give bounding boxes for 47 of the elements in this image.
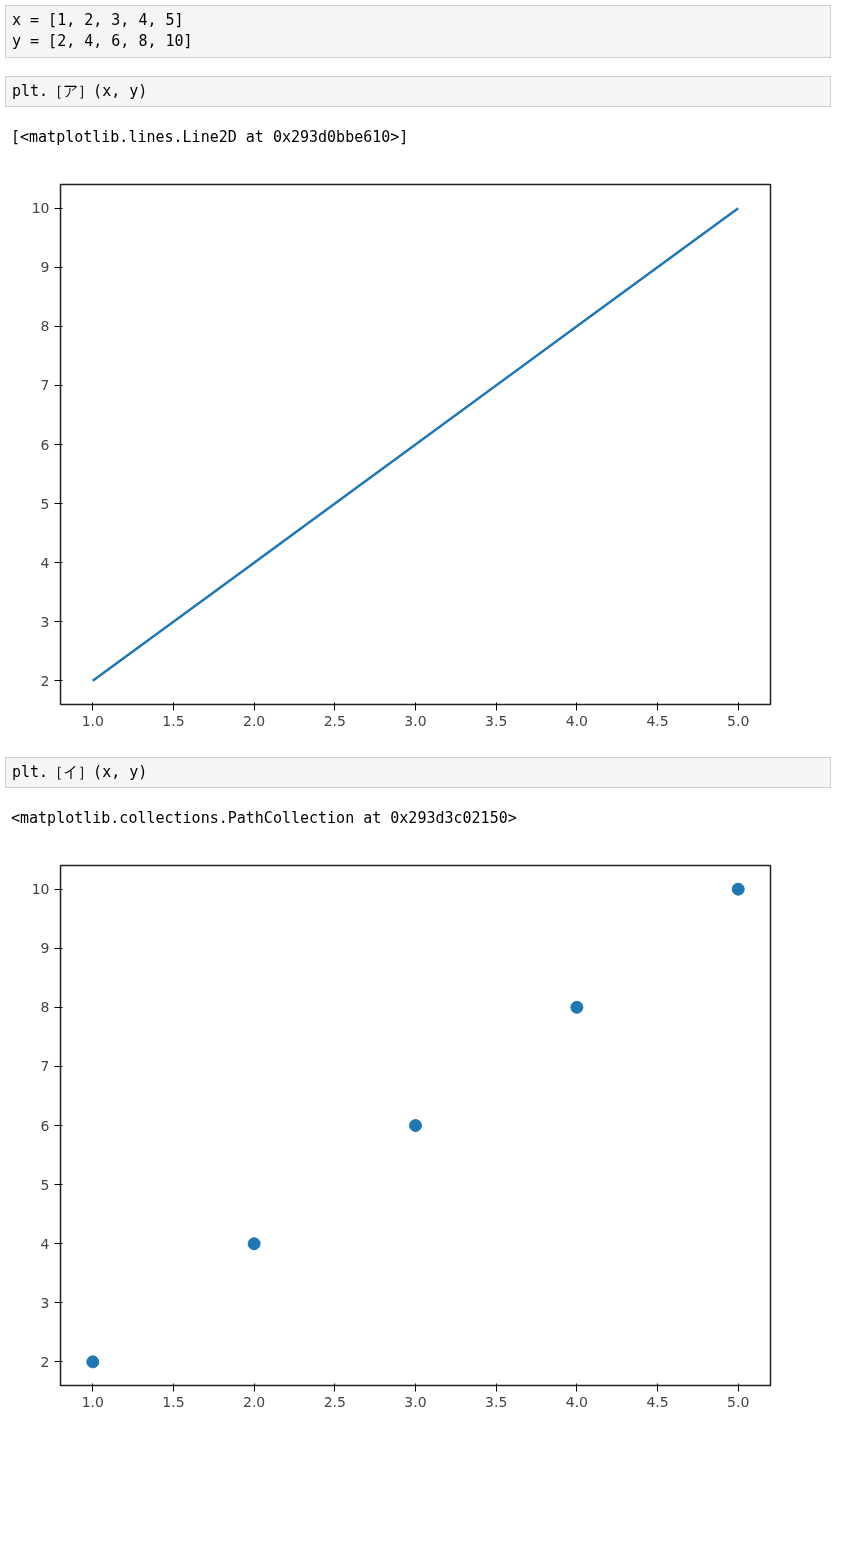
y-tick-label: 9 [40, 939, 50, 956]
line-series [91, 206, 740, 682]
x-tick-label: 4.5 [646, 1393, 669, 1410]
x-tick-label: 1.0 [81, 1393, 104, 1410]
y-tick-label: 3 [40, 613, 50, 630]
y-tick-label: 3 [40, 1294, 50, 1311]
text: plt.［イ］(x, y) [12, 761, 148, 783]
y-tick-label: 10 [31, 880, 50, 897]
point [409, 1118, 422, 1132]
point [86, 1354, 100, 1368]
x-tick-label: 3.5 [485, 712, 508, 729]
y-tick-label: 4 [40, 1235, 50, 1252]
x-tick-label: 1.5 [162, 1393, 185, 1410]
y-tick-label: 5 [40, 1176, 50, 1193]
x-tick-label: 1.5 [162, 712, 185, 729]
y-tick-label: 8 [40, 998, 50, 1015]
x-tick-label: 4.0 [565, 1393, 588, 1410]
y-tick-label: 7 [40, 1057, 50, 1074]
point [247, 1236, 261, 1250]
x-tick-label: 2.0 [243, 1393, 266, 1410]
y-tick-label: 7 [40, 377, 50, 394]
text: <matplotlib.collections.PathCollection at 0x293d3c02150> [11, 808, 517, 830]
text: plt.［ア］(x, y) [12, 80, 148, 102]
y-tick-label: 5 [40, 495, 50, 512]
y-tick-label: 9 [40, 258, 50, 275]
x-tick-label: 3.0 [404, 1393, 427, 1410]
x-tick-label: 3.5 [485, 1393, 508, 1410]
x-tick-label: 3.0 [404, 712, 427, 729]
y-tick-label: 6 [40, 436, 50, 453]
x-tick-label: 2.5 [323, 1393, 346, 1410]
x-tick-label: 2.0 [243, 712, 266, 729]
y-tick-label: 2 [40, 672, 50, 689]
x-tick-label: 1.0 [81, 712, 104, 729]
y-tick-label: 8 [40, 318, 50, 335]
y-tick-label: 2 [40, 1353, 50, 1370]
y-tick-label: 10 [31, 199, 50, 216]
point [731, 882, 745, 896]
x-tick-label: 4.5 [646, 712, 669, 729]
y-tick-label: 6 [40, 1117, 50, 1134]
point [570, 1000, 584, 1014]
x-tick-label: 5.0 [727, 712, 750, 729]
x-tick-label: 5.0 [727, 1393, 750, 1410]
x-tick-label: 4.0 [565, 712, 588, 729]
y-tick-label: 4 [40, 554, 50, 571]
text: [<matplotlib.lines.Line2D at 0x293d0bbe610>] [11, 127, 409, 149]
x-tick-label: 2.5 [323, 712, 346, 729]
text: x = [1, 2, 3, 4, 5] y = [2, 4, 6, 8, 10] [12, 10, 193, 53]
